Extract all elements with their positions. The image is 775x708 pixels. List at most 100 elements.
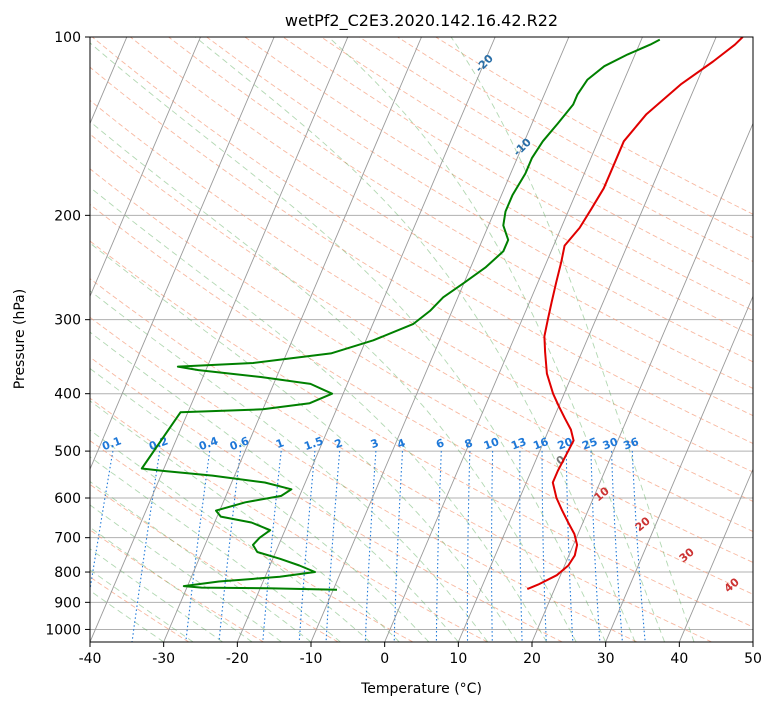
mixing-ratio-label: 0.4 — [197, 434, 220, 453]
profile-series — [140, 37, 744, 591]
dry-adiabat-line — [168, 37, 753, 389]
y-tick-label: 300 — [54, 313, 81, 329]
x-tick-label: 10 — [449, 651, 467, 667]
isotherm-line — [90, 37, 349, 642]
mixing-ratio-label: 2 — [333, 436, 345, 451]
moist-adiabat-line — [90, 120, 577, 642]
y-tick-label: 800 — [54, 565, 81, 581]
mixing-ratio-line — [435, 451, 442, 642]
dry-adiabat-line — [90, 356, 563, 642]
mixing-ratio-line — [393, 451, 404, 642]
mixing-ratio-label: 30 — [601, 435, 620, 453]
dry-adiabat-line — [90, 240, 753, 628]
dry-adiabat-line — [90, 133, 753, 532]
y-tick-label: 700 — [54, 531, 81, 547]
moist-adiabat-line — [90, 429, 371, 642]
mixing-ratio-line — [364, 451, 377, 642]
profile-line — [140, 38, 661, 591]
dry-adiabat-line — [244, 37, 753, 337]
x-axis-label: Temperature (°C) — [360, 681, 482, 697]
mixing-ratio-line — [218, 451, 242, 642]
mixing-ratio-label: 6 — [434, 436, 446, 451]
mixing-ratio-line — [610, 451, 623, 642]
x-tick-label: 30 — [597, 651, 615, 667]
moist-adiabat-line — [90, 590, 164, 642]
isotherm-line — [531, 122, 753, 642]
mixing-ratio-label: 0.1 — [100, 434, 123, 453]
mixing-ratio-line — [131, 451, 161, 642]
moist-adiabat-line — [90, 400, 400, 642]
mixing-ratio-line — [466, 451, 471, 642]
dry-adiabat-line — [206, 37, 753, 363]
isotherm-line — [457, 37, 717, 642]
mixing-ratio-label: 16 — [531, 435, 550, 453]
x-tick-label: -10 — [300, 651, 323, 667]
y-axis-label: Pressure (hPa) — [12, 289, 28, 389]
mixing-ratio-line — [90, 451, 114, 593]
isotherm-line — [678, 467, 753, 642]
x-tick-label: -30 — [152, 651, 175, 667]
moist-adiabat-line — [90, 367, 430, 642]
moist-adiabat-line — [90, 290, 489, 642]
mixing-ratio-label: 3 — [369, 436, 381, 451]
profile-line — [526, 37, 744, 591]
isotherm-line — [163, 37, 422, 642]
x-axis-ticks: -40 -30 -20 -10 0 10 20 30 40 50 — [79, 642, 762, 667]
mixing-ratio-line — [490, 451, 494, 642]
dry-adiabat-line — [435, 37, 753, 215]
y-tick-label: 100 — [54, 30, 81, 46]
moist-adiabats — [90, 37, 695, 642]
mixing-ratio-line — [590, 451, 601, 642]
dry-adiabat-line — [90, 483, 339, 642]
dry-adiabat-line — [90, 529, 264, 642]
x-tick-label: 20 — [523, 651, 541, 667]
dry-adiabat-line — [90, 66, 753, 473]
mixing-ratio-label: 10 — [482, 435, 501, 453]
x-tick-label: 40 — [670, 651, 688, 667]
moist-adiabat-label: 20 — [633, 514, 653, 534]
mixing-ratio-line — [565, 451, 574, 642]
isotherm-line — [384, 37, 643, 642]
mixing-ratio-label: 4 — [395, 436, 407, 451]
mixing-ratio-label: 1 — [274, 436, 286, 451]
dry-adiabat-line — [90, 576, 190, 642]
dry-adiabat-line — [90, 397, 488, 642]
moist-adiabat-line — [90, 456, 341, 642]
moist-adiabat-line — [90, 548, 223, 642]
moist-adiabat-line — [90, 331, 459, 642]
moist-adiabat-line — [90, 504, 282, 642]
mixing-ratio-line — [325, 451, 341, 642]
x-tick-label: 0 — [380, 651, 389, 667]
mixing-ratio-label: 1.5 — [302, 434, 325, 453]
moist-adiabat-line — [90, 526, 253, 642]
dry-adiabat-line — [90, 168, 753, 563]
moist-adiabat-label: 10 — [592, 484, 612, 504]
isotherm-line — [605, 295, 753, 642]
dry-adiabat-line — [359, 37, 753, 262]
moist-adiabat-line — [328, 37, 666, 642]
moist-adiabat-line — [90, 481, 312, 642]
x-tick-label: 50 — [744, 651, 762, 667]
moist-adiabat-line — [195, 37, 636, 642]
mixing-ratio-label: 25 — [580, 435, 599, 452]
mixing-ratio-label: 13 — [509, 435, 528, 452]
y-tick-label: 1000 — [45, 622, 81, 638]
moist-adiabat-line — [90, 242, 518, 642]
dry-adiabats — [90, 37, 753, 642]
mixing-ratio-label: 36 — [622, 435, 641, 453]
mixing-ratio-line — [541, 451, 547, 642]
mixing-ratio-label: 0.6 — [228, 434, 251, 453]
isotherm-line — [752, 640, 753, 642]
moist-adiabat-label: 40 — [722, 575, 742, 595]
moist-adiabat-line — [90, 42, 607, 642]
plot-frame — [89, 36, 754, 643]
dry-adiabat-line — [90, 316, 638, 642]
mixing-ratio-line — [185, 451, 211, 642]
moist-adiabat-line — [90, 186, 548, 642]
moist-adiabat-line — [90, 569, 194, 642]
dry-adiabat-line — [282, 37, 753, 311]
x-tick-label: -20 — [226, 651, 249, 667]
x-tick-label: -40 — [79, 651, 102, 667]
isotherm-line — [90, 37, 275, 471]
